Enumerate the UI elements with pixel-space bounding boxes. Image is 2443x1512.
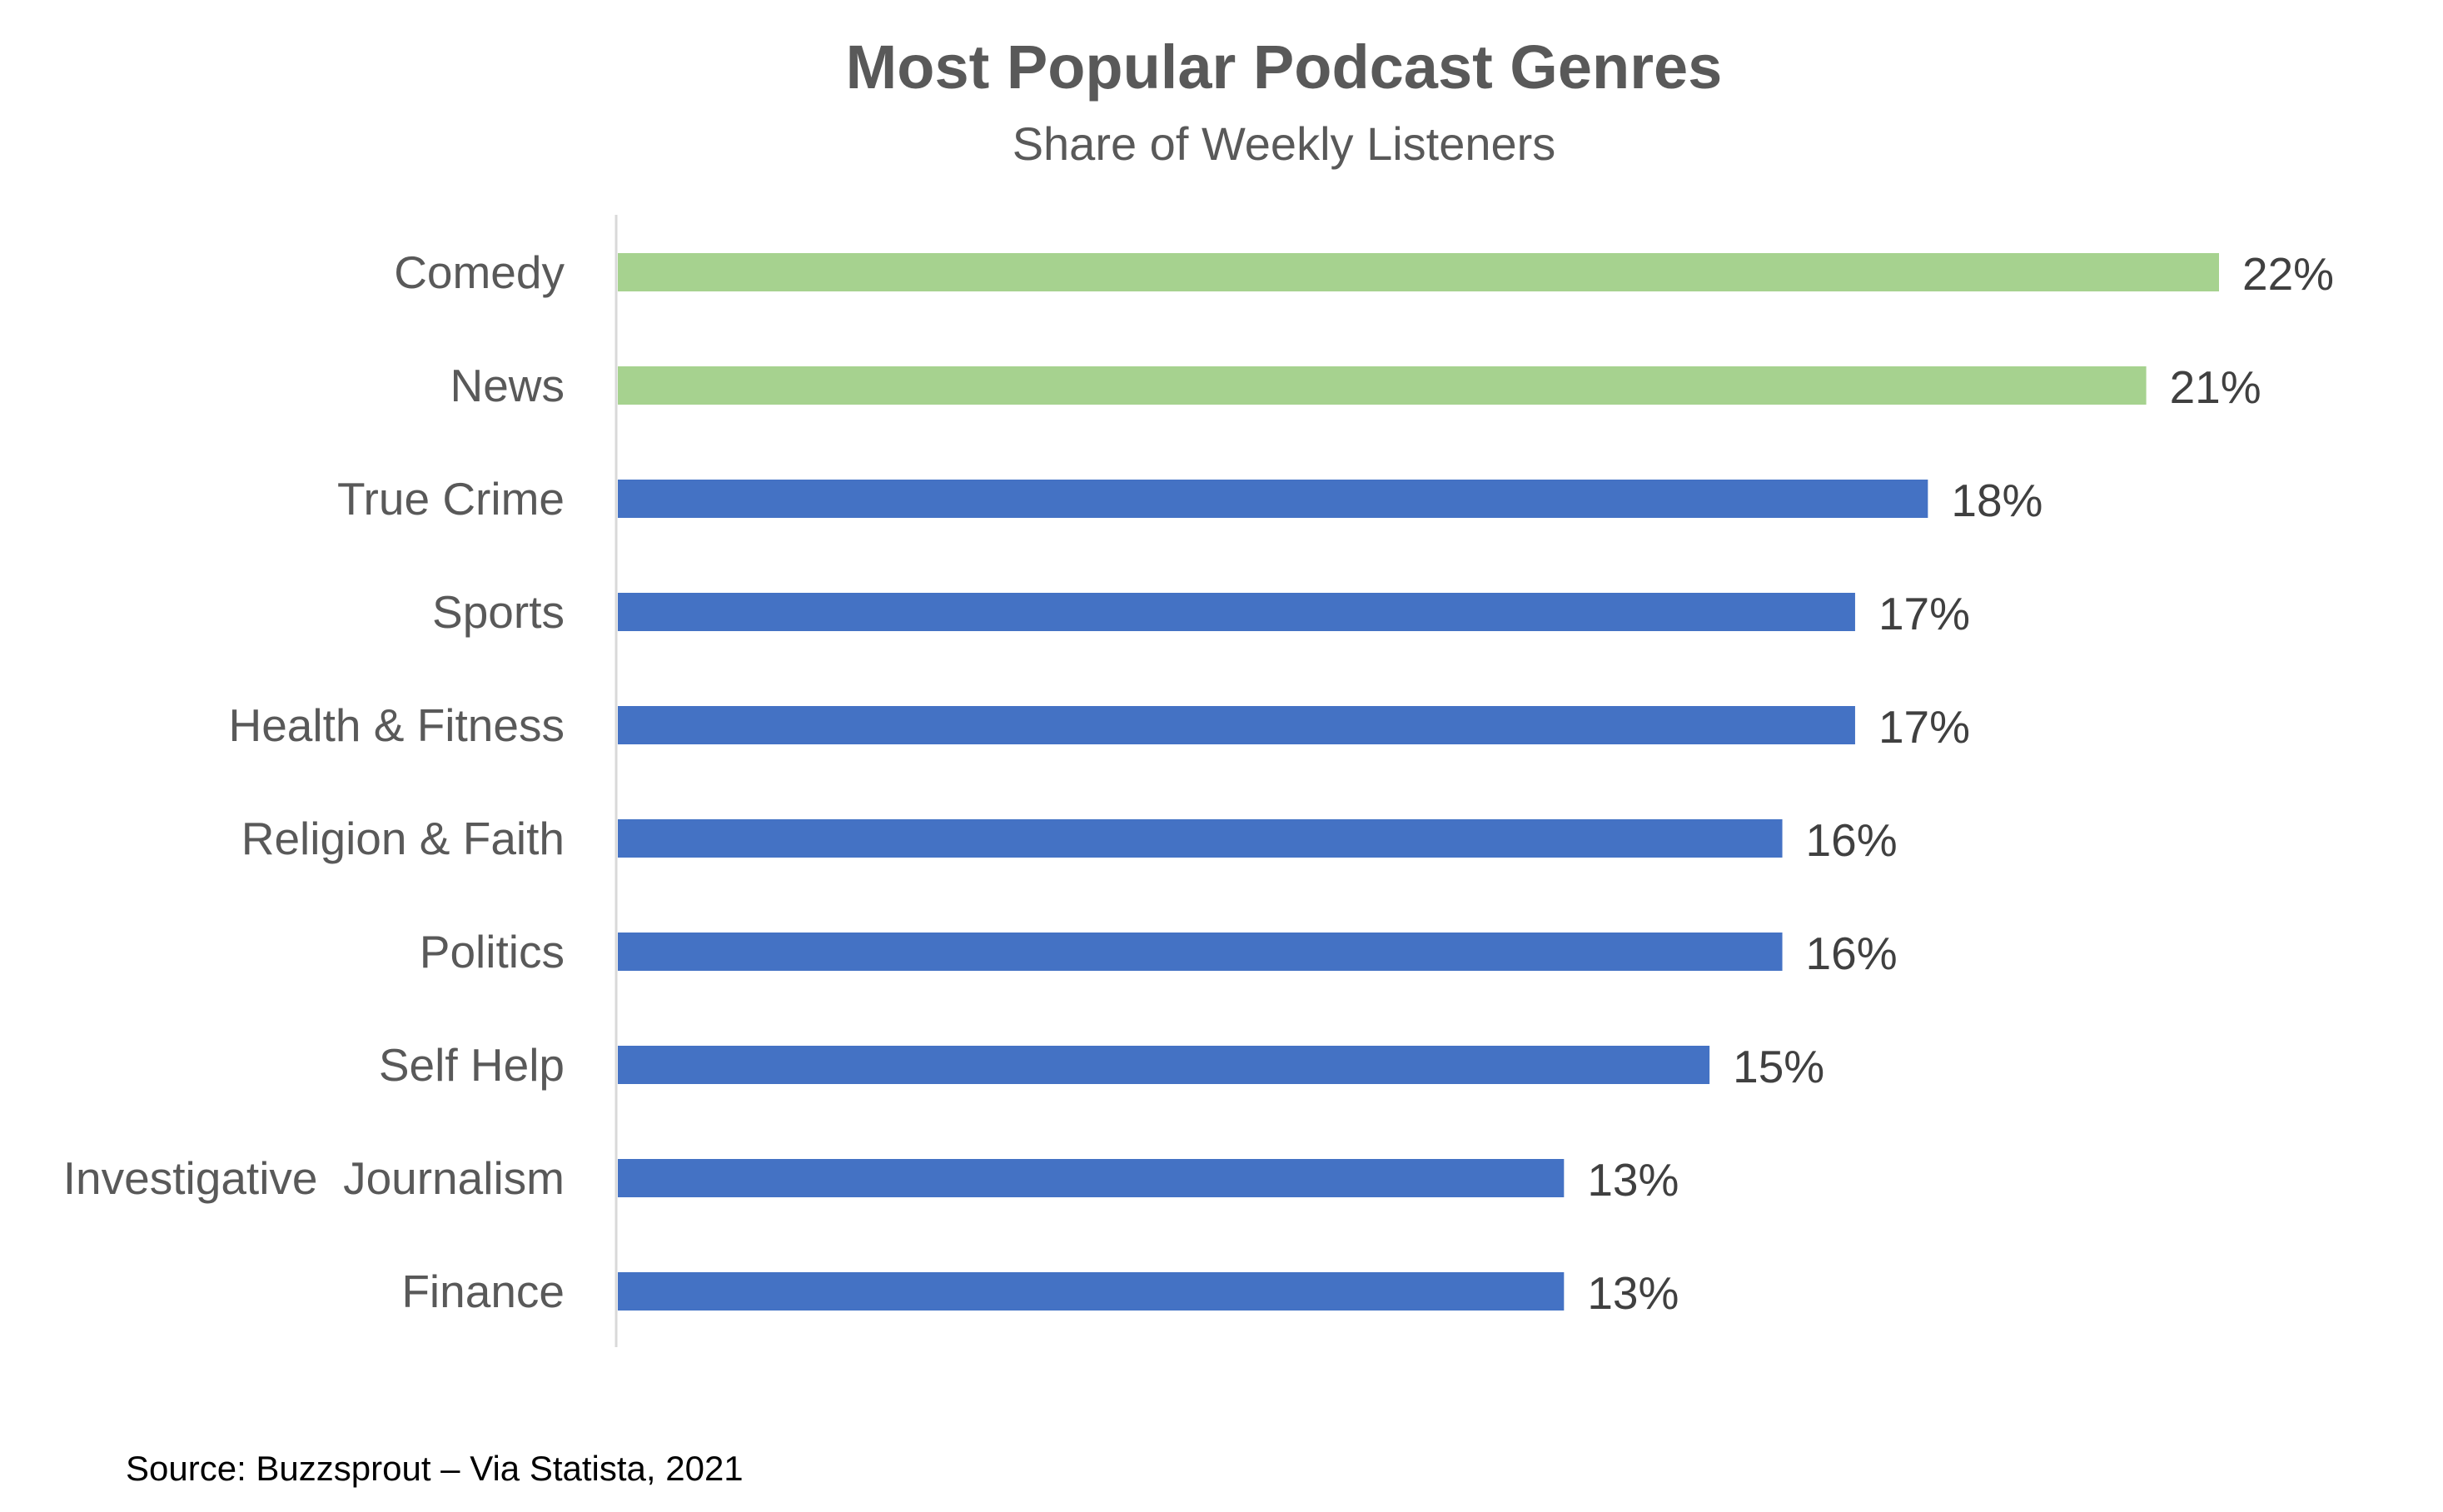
category-label: Self Help: [379, 1039, 565, 1091]
bar-8: [618, 1159, 1565, 1197]
category-label: Comedy: [394, 246, 565, 298]
bar-4: [618, 706, 1855, 744]
bar-0: [618, 253, 2219, 291]
value-label: 17%: [1878, 588, 1970, 639]
bar-2: [618, 480, 1928, 518]
category-label: Politics: [420, 926, 565, 977]
category-label: Investigative Journalism: [63, 1152, 565, 1204]
category-label: Health & Fitness: [228, 699, 565, 751]
value-label: 13%: [1587, 1267, 1679, 1319]
source-note: Source: Buzzsprout – Via Statista, 2021: [126, 1449, 744, 1488]
value-label: 13%: [1587, 1154, 1679, 1206]
category-label: Sports: [432, 586, 565, 638]
bar-9: [618, 1272, 1565, 1311]
value-label: 16%: [1806, 928, 1898, 979]
value-label: 21%: [2170, 361, 2261, 413]
category-label: Finance: [401, 1266, 565, 1317]
value-label: 15%: [1733, 1041, 1824, 1092]
value-label: 18%: [1951, 475, 2042, 526]
value-label: 17%: [1878, 701, 1970, 753]
bar-1: [618, 366, 2147, 405]
bar-5: [618, 819, 1783, 858]
value-label: 22%: [2242, 248, 2334, 300]
category-label: True Crime: [337, 473, 565, 525]
bar-3: [618, 593, 1855, 631]
bar-7: [618, 1046, 1710, 1084]
bar-6: [618, 933, 1783, 971]
category-label: Religion & Faith: [241, 813, 565, 864]
chart-title: Most Popular Podcast Genres: [845, 32, 1723, 102]
category-label: News: [450, 360, 565, 411]
value-label: 16%: [1806, 814, 1898, 866]
chart-subtitle: Share of Weekly Listeners: [1012, 117, 1556, 170]
